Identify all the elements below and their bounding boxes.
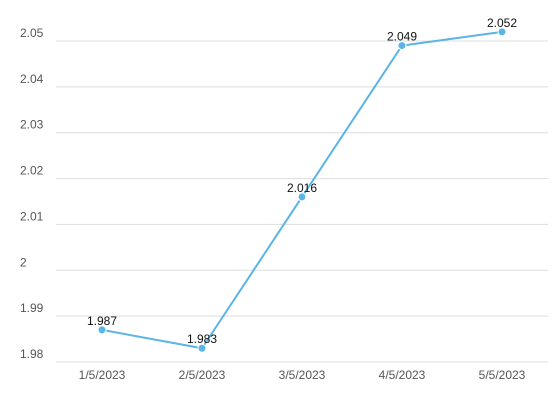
x-tick-label: 2/5/2023 <box>179 368 226 382</box>
y-axis-ticks: 1.98 1.99 2 2.01 2.02 2.03 2.04 2.05 <box>20 26 44 361</box>
data-points <box>97 27 507 353</box>
y-tick-label: 2 <box>20 255 27 269</box>
data-label: 1.983 <box>187 332 217 346</box>
x-tick-label: 1/5/2023 <box>79 368 126 382</box>
y-tick-label: 1.99 <box>20 301 44 315</box>
x-tick-label: 5/5/2023 <box>479 368 526 382</box>
data-point <box>97 325 107 335</box>
x-axis-ticks: 1/5/2023 2/5/2023 3/5/2023 4/5/2023 5/5/2023 <box>79 368 526 382</box>
y-tick-label: 2.04 <box>20 72 44 86</box>
y-tick-label: 2.02 <box>20 164 44 178</box>
data-label: 1.987 <box>87 314 117 328</box>
y-tick-label: 2.05 <box>20 26 44 40</box>
y-tick-label: 2.01 <box>20 209 44 223</box>
data-point <box>397 41 407 51</box>
data-point <box>297 192 307 202</box>
y-tick-label: 2.03 <box>20 118 44 132</box>
data-labels: 1.987 1.983 2.016 2.049 2.052 <box>87 16 517 346</box>
data-point <box>497 27 507 37</box>
data-label: 2.052 <box>487 16 517 30</box>
y-tick-label: 1.98 <box>20 347 44 361</box>
x-tick-label: 4/5/2023 <box>379 368 426 382</box>
data-label: 2.016 <box>287 181 317 195</box>
gridlines <box>56 40 548 363</box>
data-label: 2.049 <box>387 30 417 44</box>
x-tick-label: 3/5/2023 <box>279 368 326 382</box>
data-point <box>197 343 207 353</box>
